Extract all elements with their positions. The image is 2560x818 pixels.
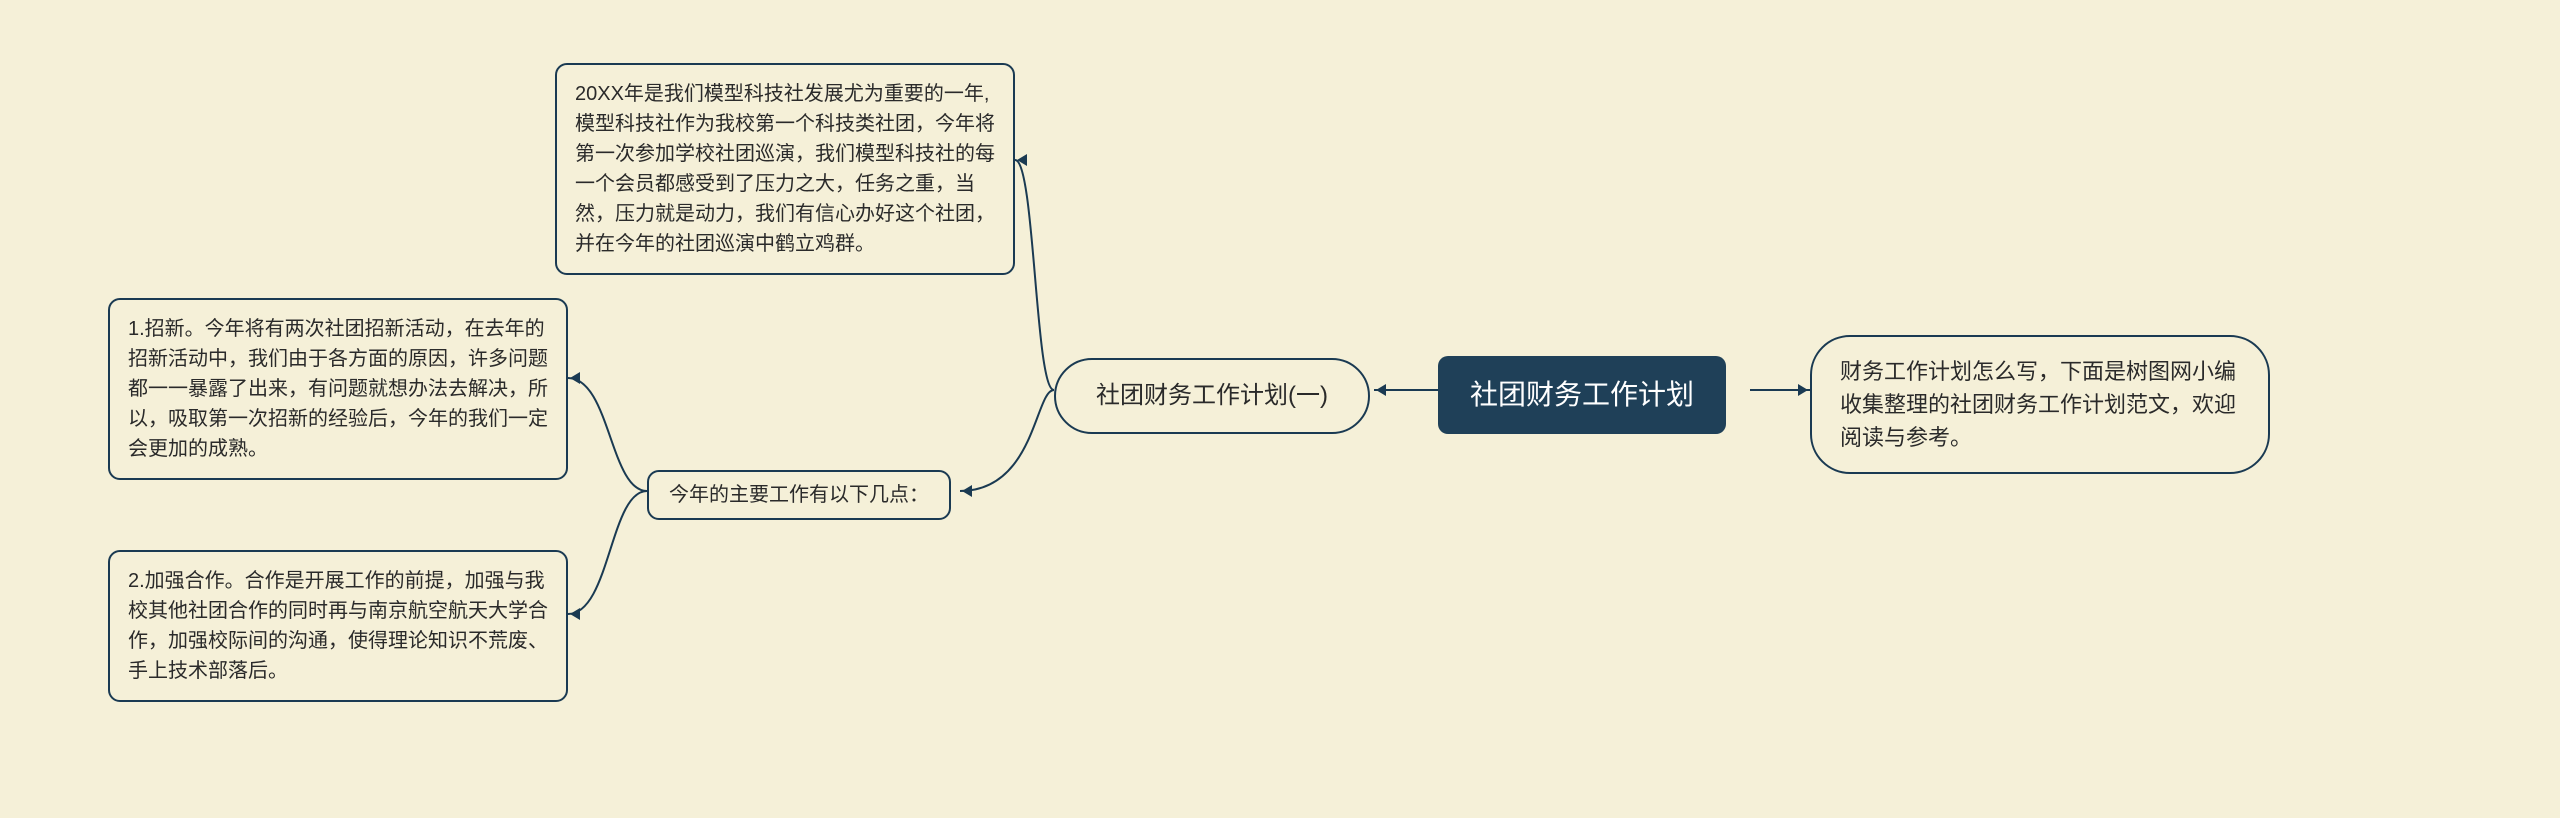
branch-1-description: 20XX年是我们模型科技社发展尤为重要的一年, 模型科技社作为我校第一个科技类社… [555, 63, 1015, 275]
root-description: 财务工作计划怎么写，下面是树图网小编收集整理的社团财务工作计划范文，欢迎阅读与参… [1810, 335, 2270, 474]
subheading[interactable]: 今年的主要工作有以下几点： [647, 470, 951, 520]
root-node[interactable]: 社团财务工作计划 [1438, 356, 1726, 434]
leaf-2: 2.加强合作。合作是开展工作的前提，加强与我校其他社团合作的同时再与南京航空航天… [108, 550, 568, 702]
branch-1[interactable]: 社团财务工作计划(一) [1054, 358, 1370, 434]
leaf-1: 1.招新。今年将有两次社团招新活动，在去年的招新活动中，我们由于各方面的原因，许… [108, 298, 568, 480]
